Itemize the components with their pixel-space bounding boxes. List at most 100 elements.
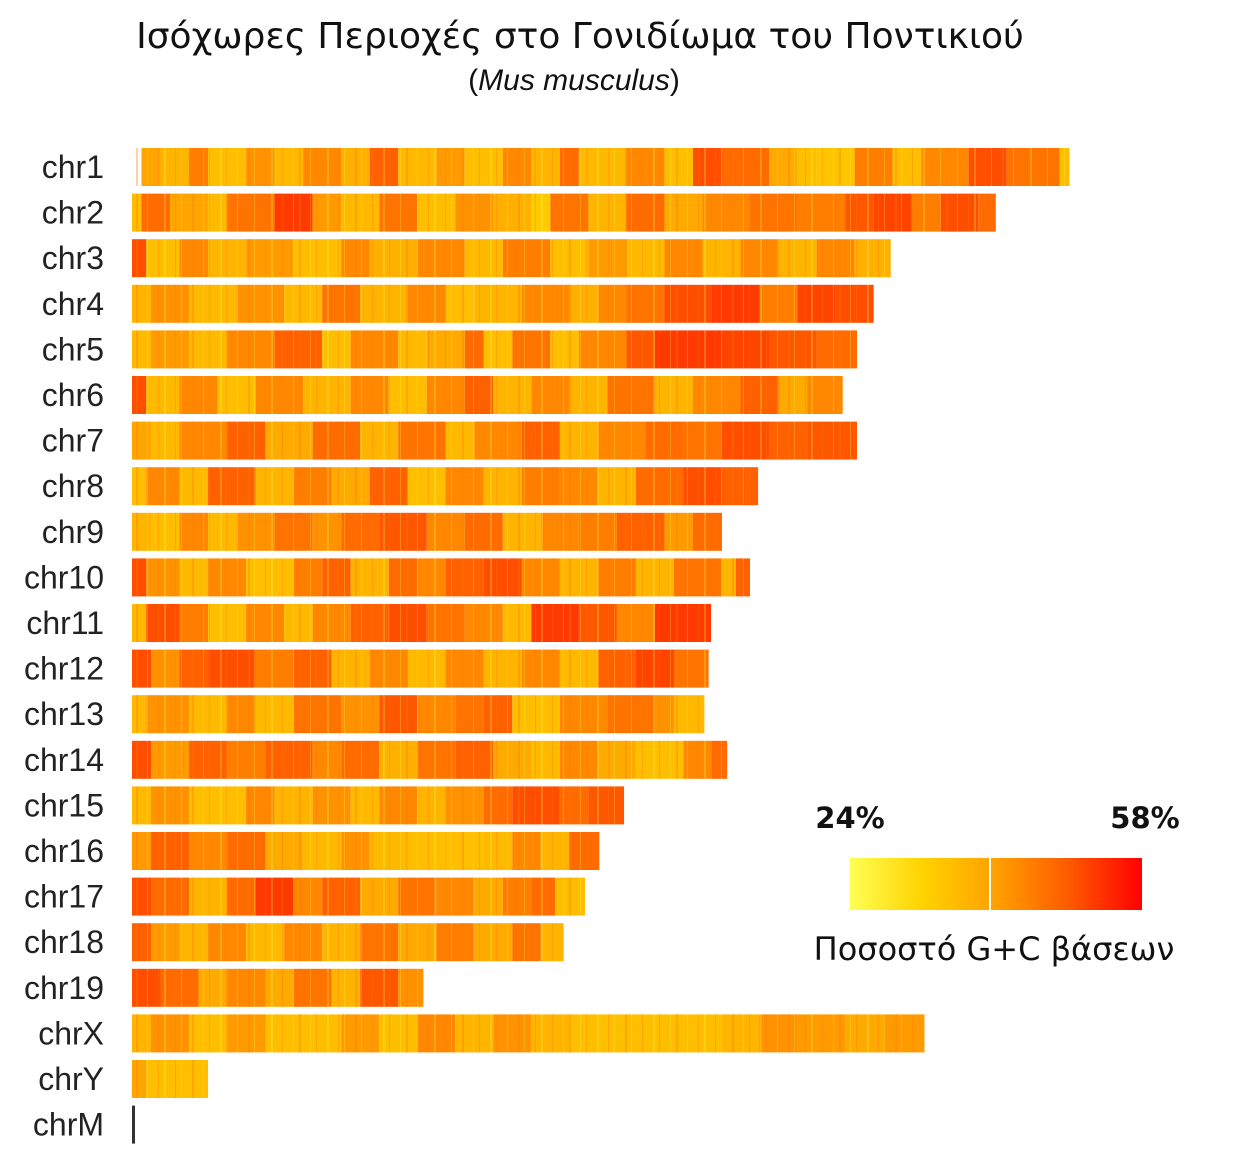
- isochore-stripe: [704, 421, 706, 460]
- isochore-stripe: [389, 558, 390, 597]
- isochore-stripe: [507, 740, 508, 779]
- isochore-stripe: [552, 421, 553, 460]
- isochore-segment: [597, 421, 646, 460]
- isochore-stripe: [327, 330, 329, 369]
- isochore-stripe: [248, 421, 250, 460]
- isochore-segment: [151, 330, 190, 369]
- isochore-stripe: [192, 695, 194, 734]
- isochore-stripe: [226, 968, 227, 1007]
- isochore-stripe: [597, 284, 599, 323]
- isochore-stripe: [203, 467, 204, 506]
- isochore-segment: [293, 968, 332, 1007]
- isochore-stripe: [631, 467, 632, 506]
- isochore-stripe: [209, 695, 210, 734]
- isochore-stripe: [614, 467, 615, 506]
- isochore-stripe: [704, 740, 706, 779]
- isochore-stripe: [428, 558, 429, 597]
- isochore-segment: [436, 148, 465, 186]
- isochore-stripe: [226, 604, 227, 642]
- isochore-stripe: [400, 695, 401, 734]
- isochore-stripe: [361, 1014, 362, 1053]
- isochore-stripe: [445, 558, 446, 597]
- isochore-segment: [940, 193, 979, 232]
- isochore-stripe: [777, 193, 778, 232]
- isochore-segment: [445, 421, 475, 460]
- isochore-stripe: [254, 148, 255, 186]
- isochore-stripe: [715, 512, 716, 551]
- isochore-stripe: [327, 832, 329, 870]
- isochore-stripe: [237, 1014, 238, 1053]
- isochore-stripe: [383, 376, 385, 414]
- isochore-segment: [274, 148, 304, 186]
- isochore-segment: [341, 193, 380, 232]
- chromosome-label-chr4: chr4: [42, 286, 104, 322]
- isochore-stripe: [389, 376, 390, 414]
- isochore-stripe: [507, 148, 508, 186]
- isochore-stripe: [338, 239, 339, 278]
- isochore-stripe: [282, 740, 283, 779]
- isochore-stripe: [839, 148, 841, 186]
- isochore-stripe: [653, 695, 655, 734]
- isochore-segment: [293, 239, 342, 278]
- isochore-stripe: [670, 740, 671, 779]
- isochore-stripe: [389, 649, 390, 688]
- isochore-segment: [293, 877, 323, 916]
- isochore-stripe: [428, 740, 429, 779]
- isochore-segment: [132, 239, 147, 278]
- isochore-stripe: [614, 512, 615, 551]
- isochore-segment: [227, 740, 266, 779]
- chromosome-label-chr15: chr15: [24, 787, 104, 823]
- isochore-stripe: [569, 786, 571, 825]
- isochore-stripe: [569, 148, 571, 186]
- isochore-stripe: [608, 148, 609, 186]
- isochore-stripe: [271, 877, 273, 916]
- isochore-stripe: [625, 1014, 627, 1053]
- isochore-stripe: [698, 740, 699, 779]
- isochore-stripe: [389, 193, 390, 232]
- isochore-stripe: [400, 968, 401, 1007]
- isochore-stripe: [580, 148, 581, 186]
- isochore-stripe: [856, 193, 857, 232]
- isochore-stripe: [541, 284, 543, 323]
- isochore-stripe: [389, 604, 390, 642]
- isochore-stripe: [282, 877, 283, 916]
- isochore-stripe: [597, 558, 599, 597]
- isochore-stripe: [445, 421, 446, 460]
- isochore-stripe: [254, 923, 255, 962]
- isochore-stripe: [704, 558, 706, 597]
- isochore-segment: [578, 604, 617, 642]
- isochore-stripe: [670, 148, 671, 186]
- isochore-segment: [455, 740, 494, 779]
- isochore-stripe: [192, 877, 194, 916]
- isochore-stripe: [299, 284, 301, 323]
- isochore-segment: [426, 604, 465, 642]
- isochore-stripe: [642, 193, 643, 232]
- isochore-stripe: [698, 512, 699, 551]
- isochore-stripe: [490, 740, 492, 779]
- isochore-stripe: [271, 649, 273, 688]
- isochore-stripe: [1058, 148, 1060, 186]
- isochore-stripe: [794, 193, 795, 232]
- isochore-stripe: [372, 832, 373, 870]
- isochore-stripe: [721, 1014, 722, 1053]
- isochore-stripe: [147, 284, 148, 323]
- isochore-stripe: [434, 695, 436, 734]
- isochore-stripe: [659, 604, 660, 642]
- chromosome-bar-chr4: [132, 284, 874, 323]
- isochore-stripe: [209, 832, 210, 870]
- isochore-stripe: [777, 421, 778, 460]
- isochore-stripe: [164, 512, 166, 551]
- isochore-segment: [255, 877, 294, 916]
- isochore-stripe: [586, 512, 587, 551]
- isochore-segment: [735, 558, 751, 597]
- isochore-stripe: [203, 193, 204, 232]
- isochore-stripe: [805, 284, 806, 323]
- chromosome-label-chr19: chr19: [24, 970, 104, 1006]
- isochore-stripe: [400, 193, 401, 232]
- isochore-segment: [331, 649, 370, 688]
- isochore-stripe: [344, 421, 345, 460]
- isochore-stripe: [220, 695, 222, 734]
- isochore-stripe: [175, 376, 176, 414]
- isochore-stripe: [209, 193, 210, 232]
- isochore-stripe: [220, 877, 222, 916]
